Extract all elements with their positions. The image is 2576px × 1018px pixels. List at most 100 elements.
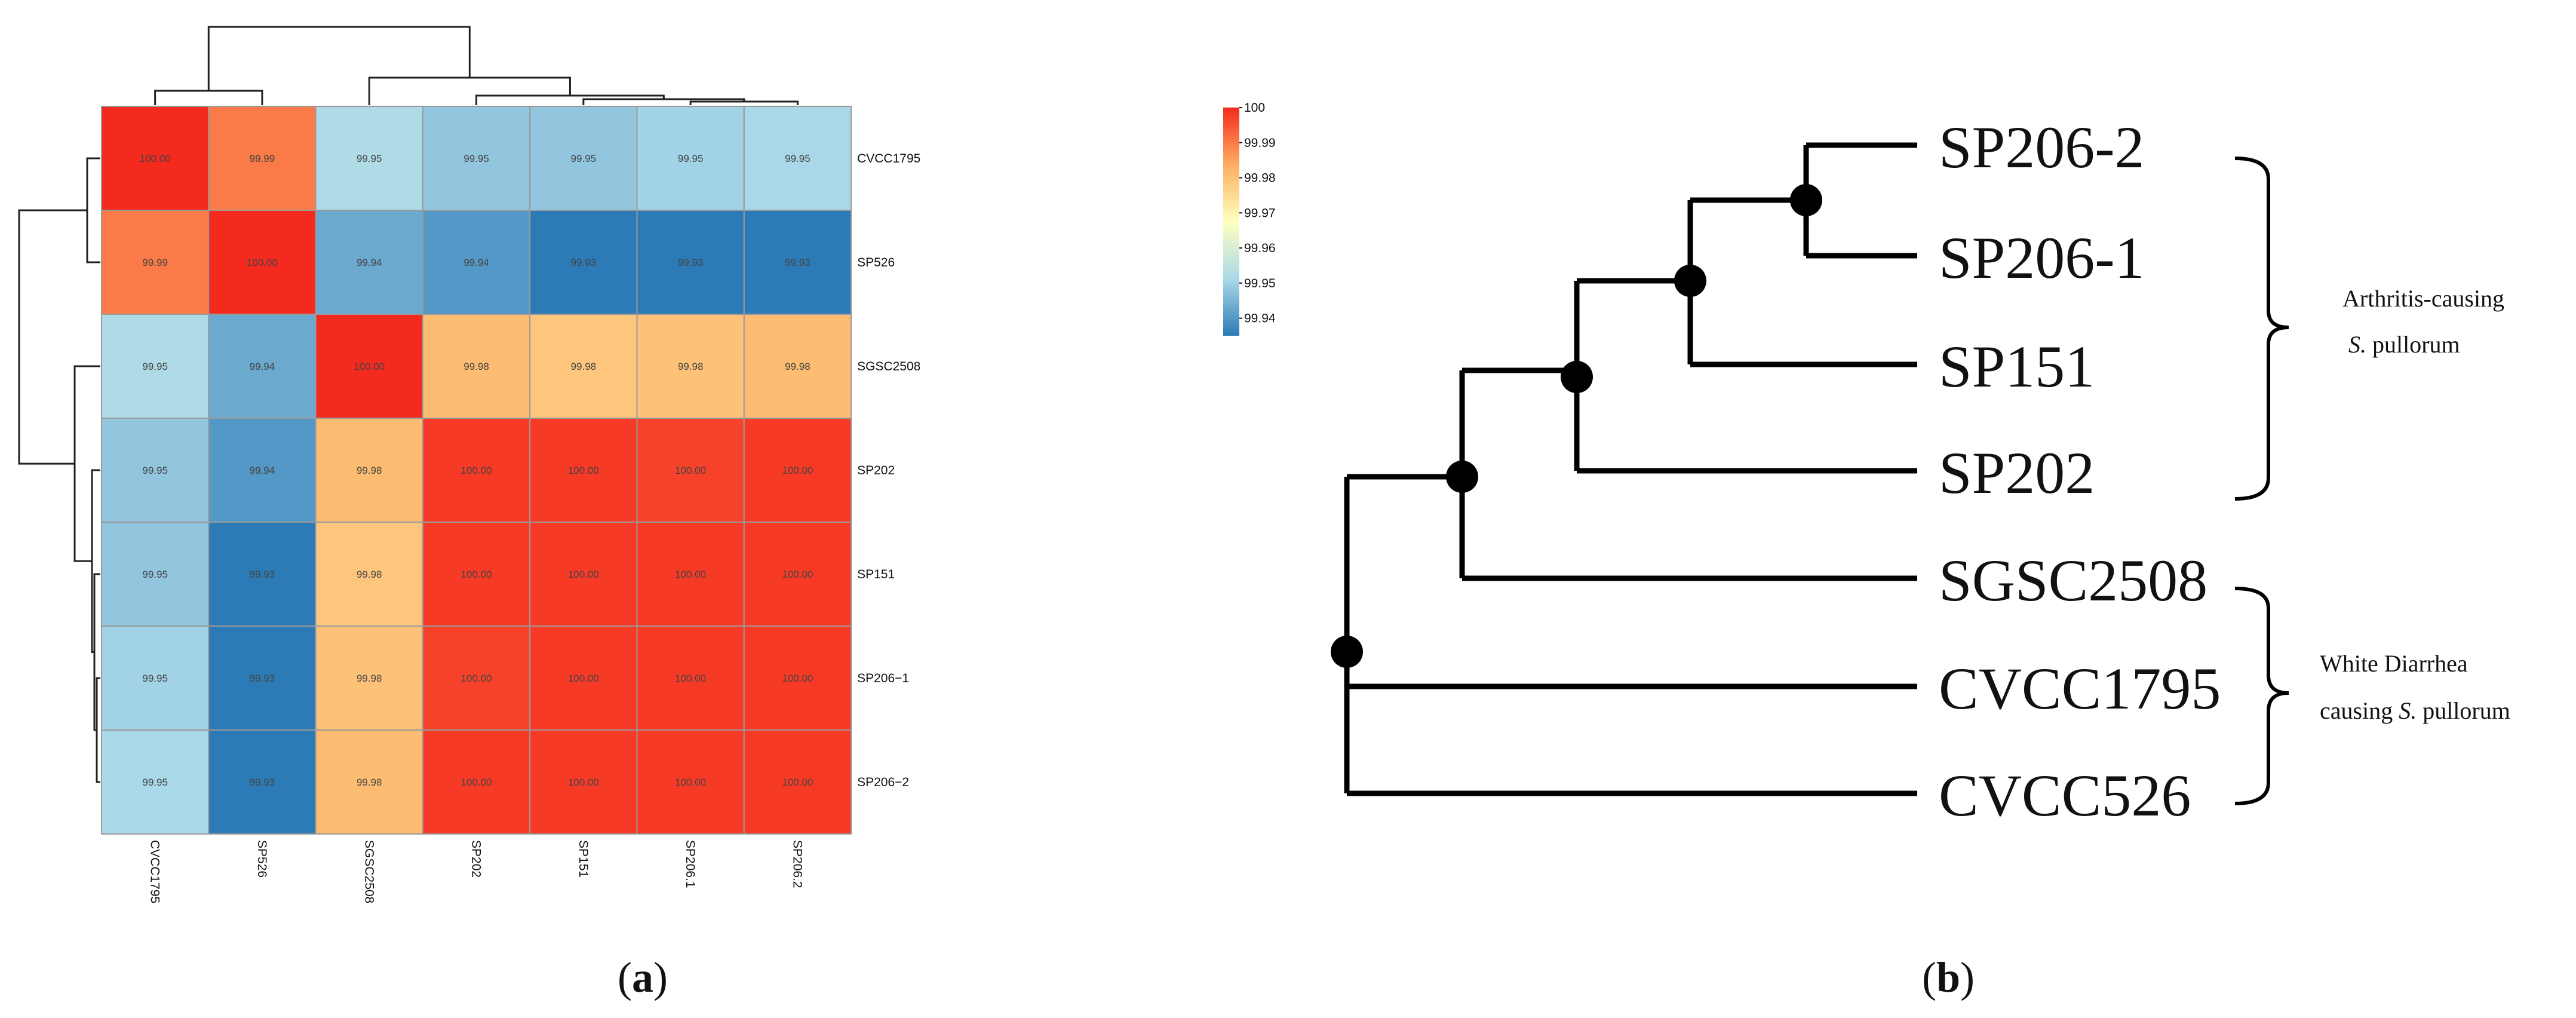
leaf-label-cvcc1795: CVCC1795 [1939, 655, 2221, 722]
heatmap-cell-label: 99.93 [571, 257, 597, 268]
heatmap-cell-label: 100.00 [568, 777, 599, 788]
heatmap-cell-label: 99.98 [785, 361, 810, 372]
heatmap-cell [208, 106, 317, 211]
column-dendrogram [154, 26, 799, 105]
heatmap-cell-label: 99.93 [785, 257, 810, 268]
heatmap-cell [422, 625, 531, 731]
tree-leaf-labels: SP206-2 SP206-1 SP151 SP202 SGSC2508 CVC… [1939, 114, 2221, 829]
heatmap-cell [101, 210, 210, 315]
arthritis-group-species-abbrev: S. [2348, 331, 2366, 358]
color-legend-tick-label: 99.98 [1244, 171, 1276, 185]
white-diarrhea-group-species-name: pullorum [2417, 697, 2510, 724]
heatmap-cell-label: 100.00 [461, 569, 492, 580]
arthritis-group-species-name: pullorum [2366, 331, 2460, 358]
color-legend-tick-label: 99.94 [1244, 312, 1276, 326]
heatmap-cell [208, 625, 317, 731]
heatmap-cell [315, 522, 423, 627]
white-diarrhea-group-label-line2: causing S. pullorum [2320, 697, 2510, 724]
heatmap-cell-label: 99.94 [250, 361, 275, 372]
heatmap-cell-label: 99.95 [142, 673, 168, 684]
heatmap-cell [529, 106, 638, 211]
color-legend-tick-label: 99.95 [1244, 277, 1276, 290]
heatmap-cell [636, 418, 745, 523]
heatmap-row-labels: CVCC1795 SP526 SGSC2508 SP202 SP151 SP206−1 SP… [857, 152, 920, 789]
heatmap-cell-label: 99.95 [142, 777, 168, 788]
heatmap-column-label: SP206.2 [790, 840, 804, 888]
panel-label-a-letter: a [632, 953, 653, 1001]
heatmap-cell-label: 99.95 [142, 465, 168, 476]
heatmap-cell-label: 99.93 [250, 777, 275, 788]
heatmap-cell-label: 99.95 [785, 153, 810, 164]
heatmap-cell [101, 625, 210, 731]
heatmap-cell [315, 106, 423, 211]
heatmap-cell [101, 522, 210, 627]
heatmap-cell [529, 729, 638, 835]
panel-label-a-open: ( [618, 953, 632, 1001]
heatmap-column-label: SP206.1 [683, 840, 697, 888]
heatmap-cell-label: 100.00 [461, 673, 492, 684]
tree-node-2 [1446, 461, 1478, 493]
heatmap-cell [315, 625, 423, 731]
heatmap-cell-label: 99.99 [142, 257, 168, 268]
heatmap-cell [636, 210, 745, 315]
heatmap-cell [529, 210, 638, 315]
heatmap-cell-label: 99.98 [357, 777, 382, 788]
heatmap-cell [743, 210, 852, 315]
heatmap-cell [743, 522, 852, 627]
heatmap-cell [743, 314, 852, 419]
heatmap-row-label: SP202 [857, 464, 895, 477]
heatmap-cell [101, 106, 210, 211]
color-legend-tick-label: 99.99 [1244, 136, 1276, 150]
heatmap-row-label: SP151 [857, 568, 895, 581]
heatmap-cell [529, 625, 638, 731]
heatmap-cell-label: 99.94 [463, 257, 489, 268]
heatmap-cell [208, 210, 317, 315]
heatmap-cell-label: 100.00 [675, 569, 706, 580]
heatmap-cell [636, 625, 745, 731]
heatmap-cell [315, 729, 423, 835]
panel-label-b-open: ( [1922, 953, 1936, 1001]
heatmap-column-label: CVCC1795 [148, 840, 162, 903]
leaf-label-sp206-2: SP206-2 [1939, 114, 2145, 180]
heatmap-cell-label: 99.98 [357, 569, 382, 580]
heatmap-cell-label: 100.00 [354, 361, 385, 372]
heatmap-row-label: SP206−1 [857, 671, 909, 685]
heatmap-cell-label: 100.00 [782, 569, 813, 580]
heatmap-cell [315, 314, 423, 419]
heatmap-cell [636, 314, 745, 419]
tree-node-3 [1561, 361, 1593, 393]
heatmap-cell-label: 100.00 [568, 569, 599, 580]
tree-node-root [1331, 636, 1363, 668]
heatmap-column-label: SP526 [255, 840, 269, 878]
heatmap-cell [636, 522, 745, 627]
heatmap-cell-label: 99.94 [357, 257, 382, 268]
panel-label-b-close: ) [1960, 953, 1975, 1001]
arthritis-group-label-line2: S. pullorum [2348, 331, 2460, 358]
heatmap-cell [208, 729, 317, 835]
heatmap-panel: 100.00 99.99 99.95 99.95 99.95 99.95 99.95 99.9… [18, 26, 1276, 903]
heatmap-cell-label: 100.00 [782, 465, 813, 476]
heatmap-cell [743, 106, 852, 211]
heatmap-column-label: SP151 [576, 840, 590, 878]
heatmap-cells: 100.00 99.99 99.95 99.95 99.95 99.95 99.95 99.9… [101, 106, 852, 835]
heatmap-cell-label: 99.95 [142, 361, 168, 372]
heatmap-cell-label: 100.00 [568, 673, 599, 684]
heatmap-column-labels: CVCC1795 SP526 SGSC2508 SP202 SP151 SP206.1 SP… [148, 840, 805, 903]
heatmap-cell [101, 729, 210, 835]
white-diarrhea-group-species-abbrev: S. [2399, 697, 2417, 724]
leaf-label-cvcc526: CVCC526 [1939, 762, 2191, 829]
row-dendrogram-link [18, 209, 87, 465]
color-legend-tick-label: 99.96 [1244, 241, 1276, 255]
heatmap-cell [529, 418, 638, 523]
heatmap-cell-label: 99.98 [357, 465, 382, 476]
heatmap-cell [422, 106, 531, 211]
heatmap-cell-label: 99.98 [678, 361, 704, 372]
heatmap-cell [743, 729, 852, 835]
tree-panel: SP206-2 SP206-1 SP151 SP202 SGSC2508 CVC… [1331, 114, 2510, 829]
heatmap-cell-label: 99.98 [357, 673, 382, 684]
group-labels: Arthritis-causing S. pullorum White Diar… [2320, 285, 2510, 724]
heatmap-column-label: SP202 [469, 840, 483, 878]
white-diarrhea-group-bracket [2234, 587, 2289, 805]
heatmap-cell-label: 99.95 [357, 153, 382, 164]
heatmap-cell-label: 100.00 [675, 777, 706, 788]
